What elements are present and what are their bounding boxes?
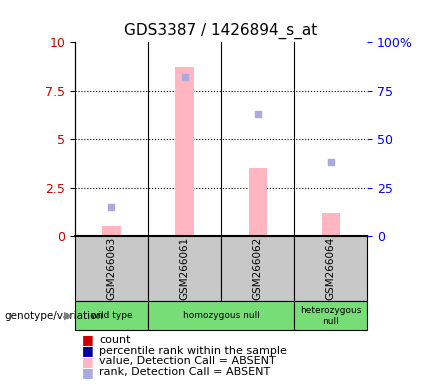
Text: ■: ■ (82, 333, 94, 346)
Text: count: count (99, 335, 131, 345)
Text: rank, Detection Call = ABSENT: rank, Detection Call = ABSENT (99, 367, 270, 377)
Text: heterozygous
null: heterozygous null (300, 306, 362, 326)
Text: genotype/variation: genotype/variation (4, 311, 103, 321)
Point (181, 74, 188, 80)
Title: GDS3387 / 1426894_s_at: GDS3387 / 1426894_s_at (125, 23, 318, 40)
Text: GSM266061: GSM266061 (180, 237, 190, 300)
Bar (75, 301, 148, 330)
Text: ■: ■ (82, 344, 94, 357)
Text: percentile rank within the sample: percentile rank within the sample (99, 346, 287, 356)
Bar (148, 236, 221, 301)
Bar (102, 227, 121, 236)
Bar (294, 236, 367, 301)
Bar (249, 168, 267, 236)
Bar (75, 236, 148, 301)
Bar (176, 68, 194, 236)
Text: homozygous null: homozygous null (183, 311, 260, 320)
Text: ▶: ▶ (64, 311, 73, 321)
Point (108, 204, 115, 210)
Text: GSM266064: GSM266064 (326, 237, 336, 300)
Text: value, Detection Call = ABSENT: value, Detection Call = ABSENT (99, 356, 276, 366)
Text: GSM266063: GSM266063 (106, 237, 116, 300)
Bar (221, 236, 294, 301)
Point (327, 159, 334, 166)
Text: wild type: wild type (91, 311, 132, 320)
Bar (294, 301, 367, 330)
Text: ■: ■ (82, 355, 94, 368)
Text: GSM266062: GSM266062 (253, 237, 263, 300)
Point (254, 111, 261, 117)
Text: ■: ■ (82, 366, 94, 379)
Bar (148, 301, 294, 330)
Bar (322, 213, 340, 236)
